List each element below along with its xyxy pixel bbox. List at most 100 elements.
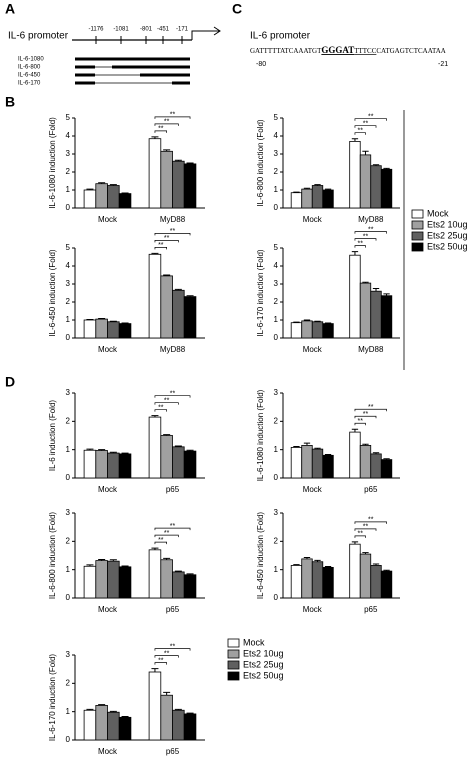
legend-swatch <box>227 638 240 648</box>
legend-swatch <box>411 220 424 230</box>
sig-label: ** <box>158 405 164 412</box>
bar <box>183 163 197 209</box>
bar <box>183 296 197 339</box>
error-bar <box>186 573 194 575</box>
sig-bracket <box>154 527 191 531</box>
error-bar <box>109 710 117 713</box>
bar <box>107 185 120 209</box>
panel-label: B <box>5 94 15 110</box>
error-bar <box>293 564 300 566</box>
x-tick-label: p65 <box>364 485 378 494</box>
x-tick-label: MyD88 <box>358 345 384 354</box>
bar <box>301 188 313 209</box>
y-tick-label: 2 <box>274 167 279 176</box>
error-bar <box>293 321 300 323</box>
sequence: GATTTTTATCAAATGTGGGATTTTCCCATGAGTCTCAATA… <box>250 45 446 55</box>
y-axis-label: IL-6 induction (Fold) <box>48 400 57 471</box>
y-tick-label: 3 <box>66 388 71 397</box>
chart: 0 1 2 3 4 5 IL-6-800 induction (Fold) Mock MyD88… <box>256 113 400 224</box>
bar <box>301 320 313 339</box>
y-axis-label: IL-6-1080 induction (Fold) <box>48 117 57 209</box>
error-bar <box>324 566 332 568</box>
seq-start: -80 <box>256 61 266 68</box>
bar <box>118 193 132 209</box>
legend-label: Ets2 25ug <box>427 230 468 240</box>
sig-bracket <box>354 245 366 248</box>
bar <box>359 154 372 209</box>
y-tick-label: 4 <box>274 131 279 140</box>
y-tick-label: 2 <box>66 536 71 545</box>
error-bar <box>163 274 171 276</box>
sig-label: ** <box>357 418 363 425</box>
y-tick-label: 5 <box>274 243 279 252</box>
site-label: -801 <box>140 27 153 33</box>
bar <box>160 150 173 209</box>
y-tick-label: 1 <box>274 565 279 574</box>
error-bar <box>163 434 171 436</box>
y-tick-label: 3 <box>274 388 279 397</box>
y-tick-label: 2 <box>274 536 279 545</box>
legend-swatch <box>227 649 240 659</box>
error-bar <box>186 449 194 452</box>
sig-label: ** <box>164 530 170 537</box>
bar <box>322 454 334 479</box>
sequence-title: IL-6 promoter <box>250 31 311 42</box>
sig-bracket <box>154 662 167 665</box>
y-tick-label: 0 <box>66 203 71 212</box>
y-tick-label: 0 <box>274 333 279 342</box>
error-bar <box>174 159 182 162</box>
sig-label: ** <box>363 411 369 418</box>
promoter-title: IL-6 promoter <box>8 31 69 42</box>
bar <box>311 561 324 599</box>
error-bar <box>383 458 390 460</box>
y-tick-label: 0 <box>66 593 71 602</box>
error-bar <box>186 295 194 297</box>
construct-label: IL-6-800 <box>18 65 41 71</box>
error-bar <box>98 318 106 320</box>
bar <box>172 289 185 339</box>
error-bar <box>383 167 390 170</box>
error-bar <box>151 668 159 672</box>
y-tick-label: 4 <box>66 261 71 270</box>
error-bar <box>174 445 182 447</box>
sig-bracket <box>354 132 366 135</box>
sig-label: ** <box>170 228 176 235</box>
error-bar <box>372 164 380 166</box>
bar <box>148 138 162 209</box>
sig-label: ** <box>164 235 170 242</box>
bar <box>95 450 108 479</box>
legend-label: Ets2 25ug <box>243 659 284 669</box>
panel-label: A <box>5 1 15 17</box>
bar <box>370 290 382 339</box>
sig-label: ** <box>368 114 374 121</box>
y-tick-label: 1 <box>66 315 71 324</box>
bar <box>359 445 372 479</box>
y-tick-label: 3 <box>66 508 71 517</box>
sig-bracket <box>354 231 387 234</box>
bar <box>107 452 120 479</box>
legend-swatch <box>411 242 424 252</box>
bar <box>148 671 162 741</box>
error-bar <box>186 712 194 714</box>
bar <box>172 446 185 479</box>
bar <box>380 459 393 479</box>
bar <box>301 445 313 479</box>
sig-bracket <box>154 402 179 405</box>
y-tick-label: 1 <box>66 707 71 716</box>
error-bar <box>109 184 117 186</box>
error-bar <box>293 191 300 193</box>
legend-swatch <box>411 231 424 241</box>
x-tick-label: p65 <box>364 605 378 614</box>
bar <box>160 275 173 339</box>
x-tick-label: p65 <box>166 605 180 614</box>
bar <box>290 565 303 599</box>
bar <box>172 160 185 209</box>
seq-end: -21 <box>438 61 448 68</box>
error-bar <box>121 322 129 324</box>
y-tick-label: 3 <box>274 149 279 158</box>
x-tick-label: Mock <box>98 345 118 354</box>
error-bar <box>303 442 311 446</box>
